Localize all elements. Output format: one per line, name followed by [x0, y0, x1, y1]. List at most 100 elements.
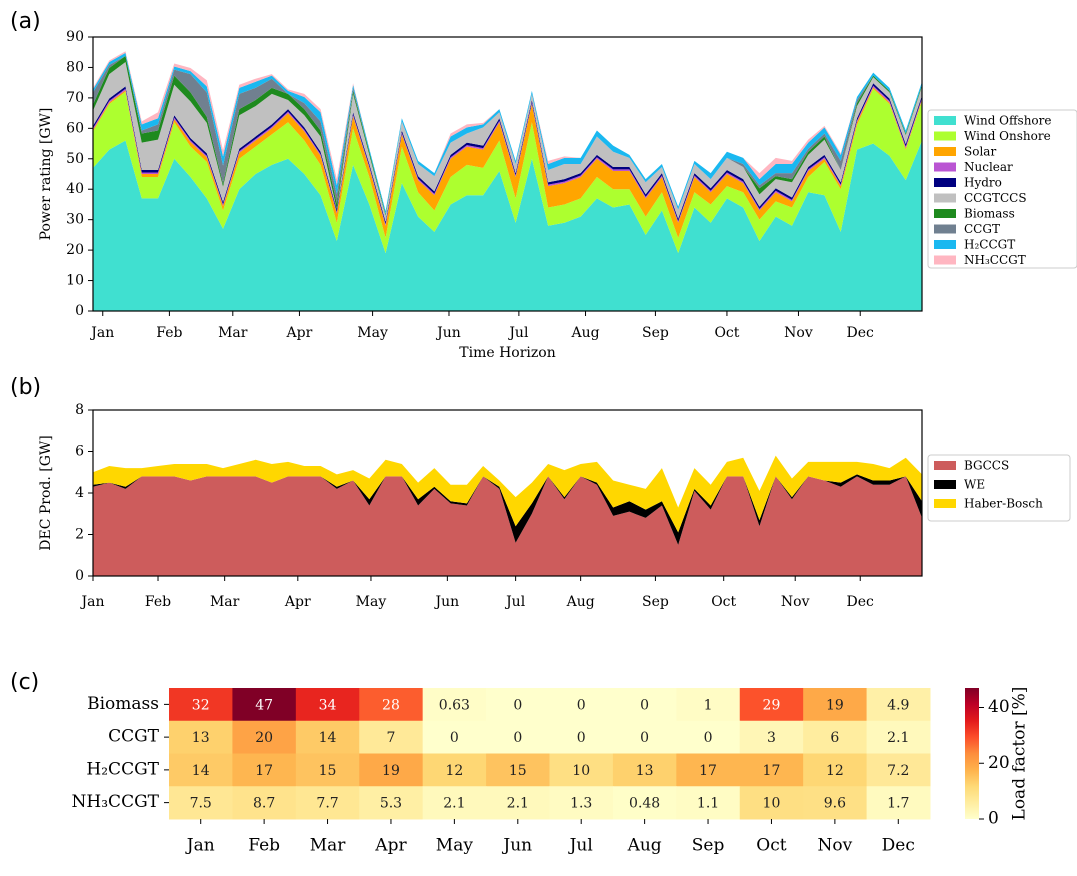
heat-cell	[803, 786, 868, 820]
cell-label: 1	[704, 697, 713, 713]
y-tick-label: 60	[66, 120, 84, 136]
heat-cell	[295, 753, 360, 787]
heat-cell	[803, 688, 868, 722]
x-tick-label: Oct	[714, 325, 739, 341]
x-tick-label: May	[356, 594, 387, 610]
x-tick-label: May	[357, 325, 388, 341]
y-tick-label: 0	[75, 303, 84, 319]
legend-swatch	[934, 480, 956, 489]
cell-label: 7.5	[190, 796, 212, 812]
cell-label: 5.3	[380, 796, 402, 812]
col-label: Sep	[692, 836, 725, 856]
area	[93, 474, 922, 545]
heat-cell	[676, 720, 741, 754]
legend-label: H₂CCGT	[964, 238, 1015, 252]
heat-cell	[803, 720, 868, 754]
heat-cell	[866, 753, 931, 787]
heat-cell	[739, 688, 804, 722]
legend-swatch	[934, 461, 956, 470]
cell-label: 2.1	[887, 730, 909, 746]
heat-cell	[232, 720, 297, 754]
x-tick-label: Nov	[781, 594, 810, 610]
legend-box	[927, 109, 1077, 269]
legend-label: Hydro	[964, 176, 1002, 190]
heat-cell	[486, 786, 550, 820]
cell-label: 10	[763, 796, 781, 812]
x-tick-label: Apr	[284, 594, 311, 610]
x-tick-label: Jan	[80, 594, 105, 610]
cell-label: 12	[826, 763, 844, 779]
cell-label: 14	[319, 730, 337, 746]
cell-label: 2.1	[443, 796, 465, 812]
heat-cell	[169, 720, 233, 754]
legend-swatch	[934, 147, 956, 156]
cell-label: 47	[255, 697, 273, 713]
cell-label: 0	[513, 730, 522, 746]
legend-label: Haber-Bosch	[964, 497, 1043, 511]
area	[93, 455, 922, 533]
area	[93, 88, 922, 254]
colorbar-tick-label: 0	[988, 809, 999, 829]
cell-label: 0	[640, 730, 649, 746]
cell-label: 19	[826, 697, 844, 713]
legend-swatch	[934, 131, 956, 141]
cell-label: 0.48	[629, 796, 660, 812]
plot-frame	[92, 36, 923, 312]
col-label: Feb	[248, 836, 280, 856]
cell-label: 0	[704, 730, 713, 746]
heat-cell	[295, 688, 360, 722]
x-tick-label: Jan	[89, 325, 114, 341]
cell-label: 17	[255, 763, 273, 779]
x-tick-label: Sep	[642, 594, 669, 610]
area	[93, 55, 922, 215]
heat-cell	[359, 720, 424, 754]
heat-cell	[359, 786, 424, 820]
heat-cell	[612, 720, 677, 754]
col-label: Oct	[756, 836, 786, 856]
heat-cell	[866, 786, 931, 820]
cell-label: 0	[577, 730, 586, 746]
heat-cell	[169, 688, 233, 722]
legend-swatch	[934, 255, 956, 265]
heat-cell	[549, 786, 614, 820]
y-axis-label: DEC Prod. [GW]	[38, 435, 54, 551]
colorbar-label: Load factor [%]	[1010, 687, 1030, 821]
col-label: Jul	[568, 836, 593, 856]
heat-cell	[422, 786, 487, 820]
heat-cell	[169, 786, 233, 820]
x-tick-label: Oct	[711, 594, 736, 610]
legend-swatch	[934, 209, 956, 218]
cell-label: 34	[319, 697, 337, 713]
cell-label: 20	[255, 730, 273, 746]
x-tick-label: Feb	[145, 594, 171, 610]
x-tick-label: Aug	[566, 594, 595, 610]
heat-cell	[866, 720, 931, 754]
legend-label: NH₃CCGT	[964, 253, 1026, 267]
legend-swatch	[934, 193, 956, 203]
legend-label: Wind Offshore	[964, 114, 1052, 128]
y-tick-label: 90	[66, 29, 84, 45]
colorbar-tick-label: 20	[988, 753, 1010, 773]
legend-label: Nuclear	[964, 160, 1013, 174]
col-label: Dec	[882, 836, 915, 856]
col-label: Jun	[501, 836, 532, 856]
x-tick-label: Jul	[504, 594, 526, 610]
x-tick-label: Jul	[507, 325, 529, 341]
y-tick-label: 6	[75, 444, 84, 460]
cell-label: 32	[192, 697, 210, 713]
cell-label: 0.63	[439, 697, 470, 713]
heat-cell	[803, 753, 868, 787]
legend-label: Biomass	[964, 207, 1015, 221]
cell-label: 7	[386, 730, 395, 746]
cell-label: 29	[763, 697, 781, 713]
row-label: H₂CCGT	[86, 759, 159, 779]
cell-label: 7.7	[316, 796, 338, 812]
cell-label: 7.2	[887, 763, 909, 779]
cell-label: 0	[640, 697, 649, 713]
y-tick-label: 10	[66, 273, 84, 289]
x-tick-label: Jun	[434, 594, 460, 610]
legend-swatch	[934, 499, 956, 508]
area	[93, 476, 922, 576]
cell-label: 0	[577, 697, 586, 713]
